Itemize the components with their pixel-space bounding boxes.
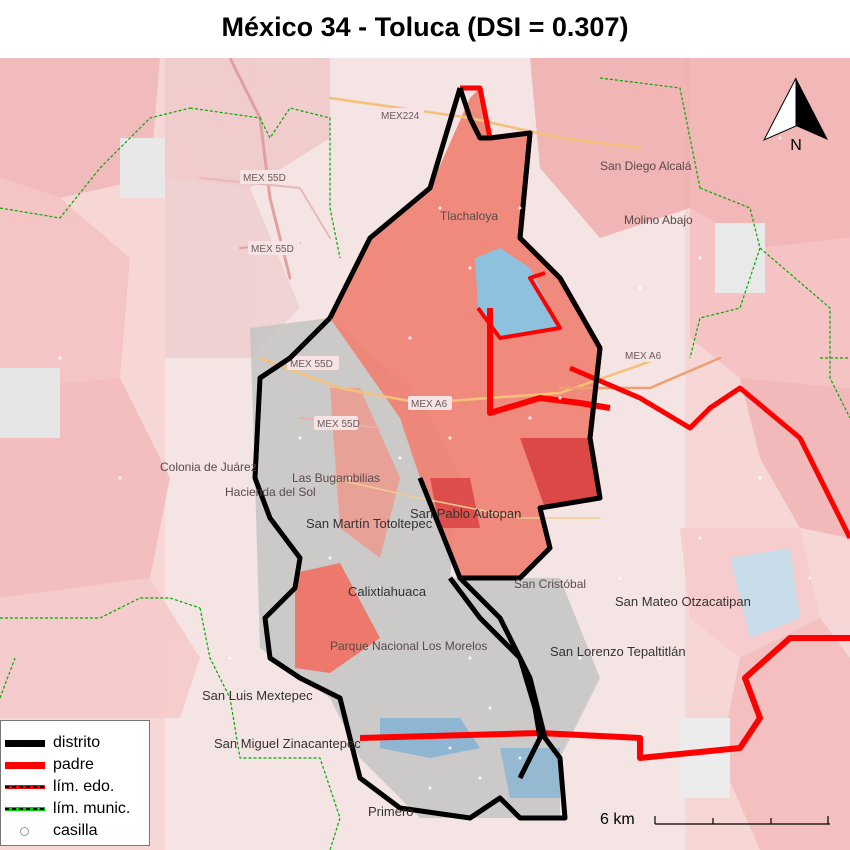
legend-label: lím. edo. [53,778,115,795]
roads [199,58,722,519]
casilla-icon [20,827,29,836]
svg-text:Primero: Primero [368,804,414,819]
legend-label: padre [53,756,94,773]
legend-item-lim-edo: lím. edo. [1,777,114,797]
district-boundary [252,87,603,821]
svg-text:Molino Abajo: Molino Abajo [624,213,693,227]
legend-label: casilla [53,822,98,839]
svg-text:San Mateo Otzacatipan: San Mateo Otzacatipan [615,594,751,609]
legend: distrito padre lím. edo. lím. munic. cas… [0,720,150,846]
legend-label: lím. munic. [53,800,131,817]
legend-item-padre: padre [1,755,94,775]
svg-text:San Pablo Autopan: San Pablo Autopan [410,506,521,521]
legend-item-lim-munic: lím. munic. [1,799,130,819]
svg-text:MEX 55D: MEX 55D [317,419,360,430]
padre-water [475,248,560,338]
legend-item-casilla: casilla [1,821,97,841]
svg-text:MEX A6: MEX A6 [411,399,448,410]
scale-bar [654,816,830,825]
svg-text:MEX A6: MEX A6 [625,351,662,362]
legend-label: distrito [53,734,101,751]
map-panel[interactable]: MEX224 MEX 55D MEX 55D MEX 55D MEX 55D M… [0,58,850,850]
north-arrow-icon: N [762,77,828,154]
svg-text:MEX 55D: MEX 55D [290,359,333,370]
svg-text:San Cristóbal: San Cristóbal [514,577,586,591]
place-labels: Tlachaloya San Diego Alcalá Molino Abajo… [160,159,751,819]
svg-text:San Luis Mextepec: San Luis Mextepec [202,688,313,703]
svg-text:San Lorenzo Tepaltitlán: San Lorenzo Tepaltitlán [550,644,686,659]
svg-text:Las Bugambilias: Las Bugambilias [292,471,380,485]
svg-text:San Martín Totoltepec: San Martín Totoltepec [306,516,433,531]
svg-text:San Miguel Zinacantepec: San Miguel Zinacantepec [214,736,361,751]
svg-text:MEX224: MEX224 [381,111,420,122]
municipal-boundaries [0,77,850,850]
svg-text:Hacienda del Sol: Hacienda del Sol [225,485,316,499]
casilla-dots [58,136,812,790]
svg-text:Parque Nacional Los Morelos: Parque Nacional Los Morelos [330,639,487,653]
svg-text:N: N [790,137,802,154]
scale-label: 6 km [600,811,635,828]
map-title: México 34 - Toluca (DSI = 0.307) [221,12,629,42]
road-labels: MEX224 MEX 55D MEX 55D MEX 55D MEX 55D M… [240,108,666,430]
svg-text:Colonia de Juárez: Colonia de Juárez [160,460,257,474]
svg-text:MEX 55D: MEX 55D [243,173,286,184]
svg-text:Tlachaloya: Tlachaloya [440,209,498,223]
legend-item-distrito: distrito [1,733,100,753]
svg-text:San Diego Alcalá: San Diego Alcalá [600,159,692,173]
svg-text:Calixtlahuaca: Calixtlahuaca [348,584,427,599]
svg-text:MEX 55D: MEX 55D [251,244,294,255]
